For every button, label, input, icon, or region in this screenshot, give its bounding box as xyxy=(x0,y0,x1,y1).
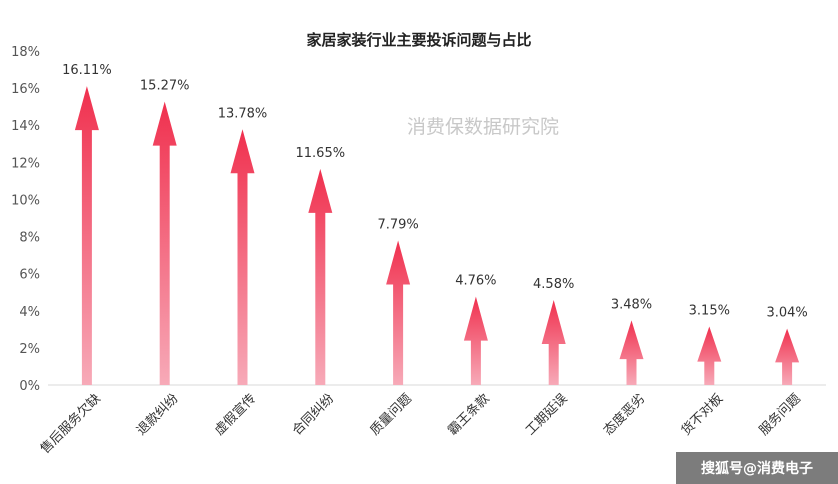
y-tick-label: 16% xyxy=(11,82,40,97)
footer-watermark: 搜狐号@消费电子 xyxy=(676,452,838,484)
category-label: 工期延误 xyxy=(523,391,570,438)
y-tick-label: 10% xyxy=(11,193,40,208)
y-axis-ticks: 0% 2% 4% 6% 8% 10% 12% 14% 16% 18% xyxy=(11,45,40,394)
data-label: 3.15% xyxy=(689,304,730,319)
y-tick-label: 18% xyxy=(11,45,40,60)
y-tick-label: 12% xyxy=(11,156,40,171)
y-tick-label: 8% xyxy=(19,231,40,246)
bar-arrow xyxy=(775,328,800,385)
category-label: 虚假宣传 xyxy=(211,391,259,439)
data-label: 3.48% xyxy=(611,297,652,312)
bar-arrow xyxy=(230,129,255,385)
category-labels-group: 售后服务欠缺 退款纠纷 虚假宣传 合同纠纷 质量问题 霸王条款 工期延误 态度恶劣 货不对板 服务… xyxy=(37,391,804,457)
bar-arrow xyxy=(386,240,411,385)
bar-arrow xyxy=(541,300,566,385)
category-label: 售后服务欠缺 xyxy=(37,391,103,457)
category-label: 退款纠纷 xyxy=(134,391,181,438)
data-label: 4.58% xyxy=(533,277,574,292)
bar-arrow xyxy=(152,101,177,385)
bar-arrow xyxy=(463,296,488,385)
footer-text: 搜狐号@消费电子 xyxy=(701,460,813,477)
data-label: 13.78% xyxy=(218,106,268,121)
chart-title: 家居家装行业主要投诉问题与占比 xyxy=(306,31,531,49)
category-label: 霸王条款 xyxy=(445,391,493,439)
y-tick-label: 0% xyxy=(19,379,40,394)
footer-background xyxy=(676,452,838,484)
y-tick-label: 2% xyxy=(19,342,40,357)
bar-arrow xyxy=(697,326,722,385)
bars-group xyxy=(74,86,800,385)
data-label: 3.04% xyxy=(766,306,807,321)
data-label: 4.76% xyxy=(455,274,496,289)
bar-arrow xyxy=(74,86,99,385)
category-label: 货不对板 xyxy=(678,391,726,439)
data-label: 16.11% xyxy=(62,63,112,78)
category-label: 合同纠纷 xyxy=(290,391,337,438)
bar-arrow xyxy=(619,320,644,385)
category-label: 服务问题 xyxy=(756,391,804,439)
data-label: 7.79% xyxy=(377,217,418,232)
data-labels-group: 16.11% 15.27% 13.78% 11.65% 7.79% 4.76% 4.58% 3… xyxy=(62,63,808,321)
y-tick-label: 6% xyxy=(19,268,40,283)
bar-arrow xyxy=(308,168,333,385)
category-label: 质量问题 xyxy=(368,391,415,438)
category-label: 态度恶劣 xyxy=(600,391,648,439)
data-label: 11.65% xyxy=(296,146,346,161)
y-tick-label: 14% xyxy=(11,119,40,134)
y-tick-label: 4% xyxy=(19,305,40,320)
data-label: 15.27% xyxy=(140,79,190,94)
watermark-text: 消费保数据研究院 xyxy=(407,116,559,138)
